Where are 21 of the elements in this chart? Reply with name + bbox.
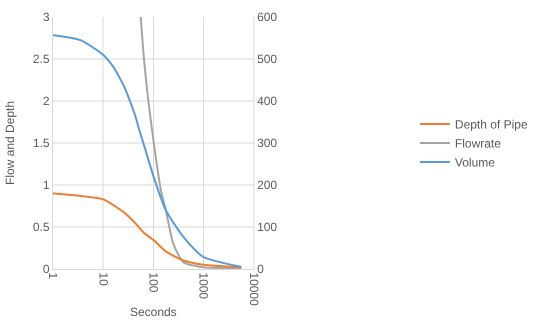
y-tick-label: 0 — [42, 262, 50, 276]
y-tick-label: 1 — [42, 178, 50, 192]
y-tick-label: 0.5 — [32, 220, 50, 234]
y-tick-label: 2.5 — [32, 52, 50, 66]
y-tick-label: 2 — [42, 94, 50, 108]
legend-label: Depth of Pipe — [454, 118, 528, 132]
y2-tick-label: 600 — [257, 10, 278, 24]
y2-tick-label: 200 — [257, 178, 278, 192]
x-tick-label: 10 — [96, 272, 110, 286]
x-tick-label: 1000 — [196, 272, 211, 300]
legend-label: Volume — [454, 156, 496, 170]
x-axis-title: Seconds — [130, 304, 177, 319]
y2-tick-label: 500 — [257, 52, 278, 66]
y2-tick-label: 100 — [257, 220, 278, 234]
x-tick-label: 100 — [146, 272, 160, 293]
y-tick-label: 1.5 — [32, 136, 50, 150]
y-tick-label: 3 — [42, 10, 50, 24]
legend-label: Flowrate — [454, 136, 502, 151]
y2-tick-label: 400 — [257, 94, 278, 108]
y-axis-title: Flow and Depth — [3, 100, 18, 186]
y2-tick-label: 300 — [257, 136, 278, 150]
